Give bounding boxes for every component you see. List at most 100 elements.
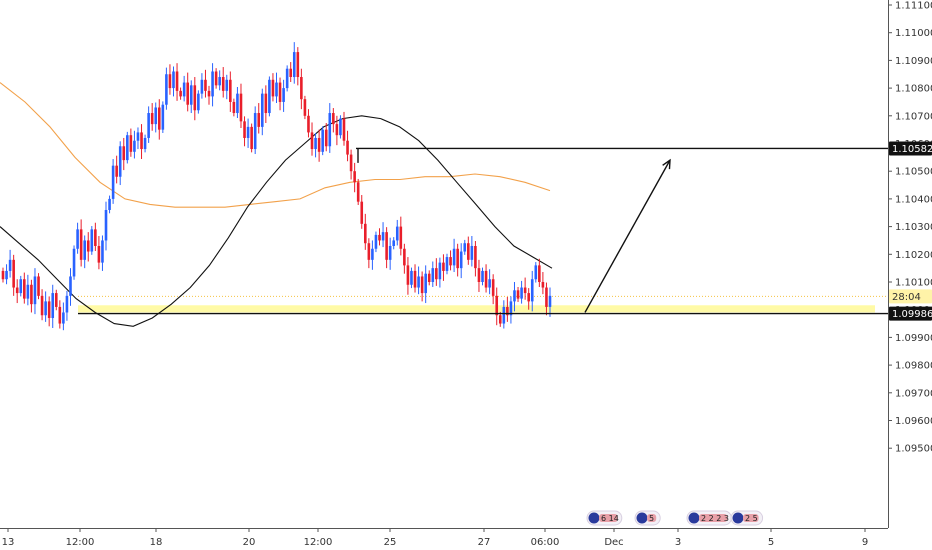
- annotations-layer: [584, 158, 671, 313]
- candle-body: [83, 240, 86, 260]
- candle-body: [381, 232, 385, 241]
- candle-body: [253, 113, 257, 150]
- economic-event-badge[interactable]: 6 14: [586, 510, 623, 526]
- candle-body: [285, 68, 289, 89]
- candle-body: [161, 104, 165, 130]
- candle-body: [459, 251, 463, 269]
- candle-body: [438, 262, 442, 280]
- candle-body: [314, 137, 317, 150]
- candle-body: [456, 248, 459, 269]
- candle-body: [530, 279, 534, 302]
- candle-body: [488, 279, 491, 288]
- candle-body: [197, 93, 200, 111]
- candle-body: [23, 279, 26, 299]
- candle-body: [186, 82, 190, 105]
- candle-body: [133, 140, 136, 152]
- us-flag-icon: [743, 514, 759, 522]
- price-tag: [889, 141, 932, 156]
- candle-body: [108, 198, 111, 210]
- candle-body: [463, 243, 467, 252]
- candle-body: [147, 113, 150, 138]
- candle-body: [427, 273, 431, 282]
- candle-body: [239, 93, 243, 122]
- candle-body: [79, 229, 83, 260]
- y-tick-label: 1.10500: [895, 167, 932, 178]
- candle-body: [399, 226, 403, 249]
- candle-body: [378, 234, 381, 241]
- candle-body: [545, 287, 548, 307]
- candle-body: [442, 262, 445, 271]
- x-tick-label: 12:00: [304, 537, 333, 548]
- candle-body: [296, 52, 300, 78]
- candle-body: [8, 259, 12, 271]
- candle-body: [47, 301, 51, 319]
- candle-body: [5, 270, 8, 280]
- economic-event-badge[interactable]: 2 2 2 3: [686, 510, 732, 526]
- candle-body: [268, 79, 271, 114]
- candle-body: [410, 270, 413, 285]
- candle-body: [275, 82, 278, 97]
- event-count: 2 5: [745, 514, 758, 523]
- candle-body: [12, 259, 15, 288]
- x-tick-label: 27: [478, 537, 491, 548]
- y-tick-label: 1.10100: [895, 278, 932, 289]
- y-tick-label: 1.10800: [895, 84, 932, 95]
- eu-flag-icon: [636, 512, 648, 524]
- y-tick-label: 1.10200: [895, 250, 932, 261]
- candle-body: [509, 301, 513, 316]
- x-tick-label: 3: [675, 537, 681, 548]
- support-zone: [78, 305, 875, 313]
- candle-body: [30, 284, 33, 305]
- candle-body: [349, 154, 353, 172]
- candle-body: [62, 312, 65, 324]
- candle-body: [367, 243, 371, 260]
- candle-body: [65, 295, 69, 313]
- candle-body: [467, 243, 470, 260]
- candle-body: [182, 82, 186, 97]
- candle-body: [229, 79, 232, 102]
- candle-body: [431, 268, 435, 282]
- y-tick-label: 1.10700: [895, 111, 932, 122]
- x-tick-label: 25: [384, 537, 397, 548]
- candle-body: [207, 90, 211, 97]
- candle-body: [417, 276, 420, 288]
- candle-body: [523, 287, 527, 294]
- us-flag-icon: [647, 514, 657, 522]
- candle-body: [406, 265, 410, 285]
- economic-event-badge[interactable]: 2 5: [730, 510, 764, 526]
- x-tick-label: 5: [768, 537, 774, 548]
- candle-body: [33, 276, 37, 305]
- candle-body: [346, 140, 349, 155]
- candle-body: [236, 93, 239, 114]
- candle-body: [260, 93, 264, 127]
- candle-body: [118, 146, 122, 177]
- candle-body: [360, 201, 364, 224]
- candle-body: [168, 74, 172, 89]
- candle-body: [420, 276, 424, 294]
- candle-body: [94, 229, 97, 246]
- support-zone-layer: [78, 295, 888, 313]
- candle-body: [395, 226, 399, 241]
- candle-body: [321, 129, 324, 152]
- candle-body: [342, 118, 346, 141]
- candle-body: [353, 171, 356, 183]
- candle-body: [452, 248, 456, 266]
- candle-body: [303, 99, 307, 116]
- y-tick-label: 1.09900: [895, 333, 932, 344]
- candle-body: [520, 287, 523, 299]
- candle-body: [403, 248, 406, 266]
- candle-body: [292, 52, 296, 78]
- x-tick-label: 18: [150, 537, 163, 548]
- candle-body: [534, 265, 538, 280]
- candle-body: [172, 71, 175, 89]
- candle-body: [310, 132, 314, 150]
- candle-body: [264, 93, 268, 114]
- y-tick-label: 1.10400: [895, 194, 932, 205]
- candle-body: [445, 257, 449, 271]
- economic-event-badge[interactable]: 5: [634, 510, 661, 526]
- arrow-shaft[interactable]: [584, 159, 671, 313]
- candle-body: [506, 306, 509, 316]
- candle-body: [282, 88, 285, 102]
- price-tag-label: 1.10582: [892, 144, 932, 155]
